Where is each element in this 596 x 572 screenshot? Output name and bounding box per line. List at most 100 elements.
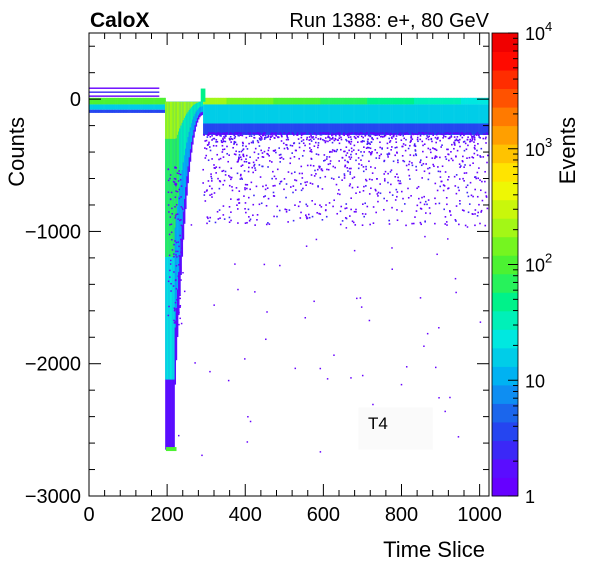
heatmap-cell (421, 177, 423, 179)
heatmap-cell (369, 132, 372, 134)
heatmap-cell (466, 184, 469, 187)
heatmap-cell (313, 175, 316, 177)
heatmap-cell (426, 332, 429, 335)
heatmap-cell (328, 97, 330, 105)
heatmap-cell (467, 104, 469, 124)
heatmap-cell (448, 133, 451, 135)
heatmap-cell (422, 150, 424, 153)
heatmap-cell (448, 97, 451, 105)
heatmap-cell (445, 221, 448, 223)
heatmap-cell (391, 137, 393, 140)
heatmap-cells (89, 87, 490, 457)
heatmap-cell (266, 311, 268, 313)
heatmap-cell (428, 132, 431, 135)
heatmap-cell (458, 223, 460, 226)
heatmap-cell (337, 104, 340, 124)
heatmap-cell (468, 203, 471, 205)
heatmap-cell (459, 104, 462, 124)
heatmap-cell (464, 164, 466, 166)
heatmap-cell (305, 214, 307, 216)
heatmap-cell (437, 104, 440, 124)
heatmap-cell (199, 101, 201, 114)
heatmap-cell (217, 123, 219, 135)
heatmap-cell (479, 189, 482, 192)
heatmap-cell (289, 97, 291, 105)
heatmap-cell (222, 138, 224, 141)
heatmap-cell (242, 154, 244, 156)
heatmap-cell (256, 214, 259, 216)
heatmap-cell (222, 169, 225, 172)
heatmap-cell (408, 174, 411, 177)
heatmap-cell (416, 133, 419, 136)
heatmap-cell (174, 322, 176, 324)
heatmap-cell (137, 97, 140, 105)
heatmap-cell (331, 123, 334, 135)
heatmap-cell (110, 97, 113, 105)
heatmap-cell (273, 97, 276, 105)
heatmap-cell (236, 133, 239, 136)
heatmap-cell (387, 132, 390, 134)
heatmap-cell (444, 156, 447, 158)
heatmap-cell (173, 177, 176, 180)
heatmap-cell (371, 151, 373, 153)
heatmap-cell (352, 149, 355, 151)
heatmap-cell (404, 104, 407, 124)
heatmap-cell (437, 132, 440, 135)
heatmap-cell (220, 104, 223, 124)
heatmap-cell (131, 104, 134, 110)
heatmap-cell (298, 123, 301, 135)
heatmap-cell (247, 166, 250, 169)
heatmap-cell (253, 104, 255, 124)
heatmap-cell (363, 146, 365, 148)
heatmap-cell (118, 104, 121, 110)
heatmap-cell (427, 138, 430, 141)
heatmap-cell (179, 297, 181, 300)
heatmap-cell (223, 104, 226, 124)
heatmap-cell (401, 132, 404, 134)
heatmap-cell (210, 97, 213, 105)
heatmap-cell (297, 205, 300, 208)
heatmap-cell (126, 97, 129, 105)
heatmap-cell (436, 132, 438, 135)
heatmap-cell (466, 157, 468, 159)
heatmap-cell (438, 202, 441, 205)
heatmap-cell (284, 208, 287, 211)
heatmap-cell (306, 97, 309, 105)
heatmap-cell (327, 140, 329, 143)
heatmap-cell (267, 135, 270, 138)
heatmap-cell (411, 133, 414, 135)
heatmap-cell (386, 199, 388, 202)
heatmap-cell (310, 174, 313, 176)
heatmap-cell (265, 204, 268, 207)
heatmap-cell (260, 123, 263, 135)
heatmap-cell (287, 171, 290, 173)
heatmap-cell (300, 211, 302, 214)
heatmap-cell (412, 154, 415, 157)
heatmap-cell (404, 123, 407, 135)
heatmap-cell (208, 220, 211, 223)
heatmap-cell (405, 138, 407, 141)
y-tick-label: −2000 (25, 354, 81, 376)
heatmap-cell (346, 123, 349, 135)
heatmap-cell (338, 189, 340, 191)
heatmap-cell (366, 143, 369, 145)
heatmap-cell (178, 188, 181, 191)
heatmap-cell (424, 235, 426, 238)
heatmap-cell (481, 180, 483, 183)
heatmap-cell (419, 132, 422, 134)
heatmap-cell (313, 300, 315, 303)
heatmap-cell (149, 109, 152, 113)
heatmap-cell (485, 196, 488, 198)
heatmap-cell (167, 179, 170, 182)
heatmap-cell (247, 208, 250, 211)
heatmap-cell (236, 208, 239, 210)
heatmap-cell (439, 139, 441, 142)
heatmap-cell (420, 123, 423, 135)
heatmap-cell (471, 97, 474, 105)
heatmap-cell (455, 205, 458, 207)
heatmap-cell (283, 188, 285, 191)
heatmap-cell (222, 205, 225, 207)
heatmap-cell (221, 104, 224, 124)
heatmap-cell (455, 155, 457, 158)
heatmap-cell (164, 104, 166, 110)
